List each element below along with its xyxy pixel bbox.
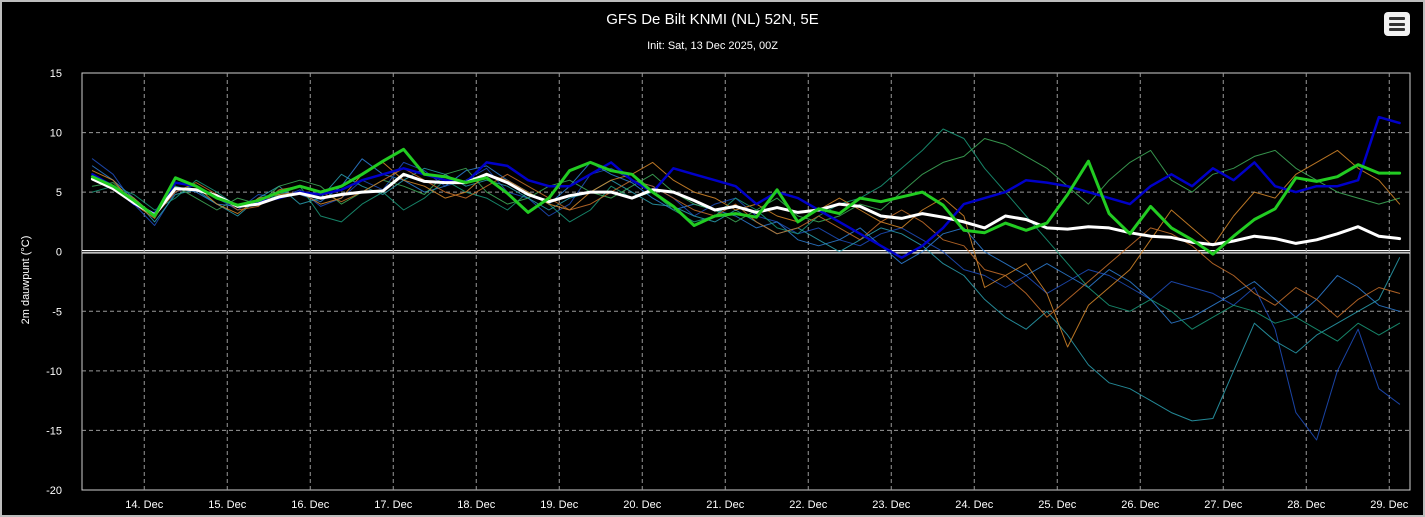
series-line-5	[91, 149, 1401, 348]
y-axis-label: 2m dauwpunt (°C)	[20, 236, 32, 325]
series-line-7	[91, 115, 1401, 259]
y-tick-label: -5	[52, 306, 62, 318]
y-tick-label: 15	[50, 68, 62, 80]
series-line-2	[91, 167, 1401, 422]
x-tick-label: 25. Dec	[1038, 499, 1076, 511]
y-tick-label: -15	[46, 425, 62, 437]
series-line-0	[91, 158, 1401, 441]
y-axis-ticks: 15 10 5 0 -5 -10 -15 -20	[46, 68, 62, 497]
y-tick-label: 10	[50, 128, 62, 140]
x-tick-label: 16. Dec	[291, 499, 329, 511]
series-lines	[90, 115, 1402, 441]
x-axis-ticks: 14. Dec 15. Dec 16. Dec 17. Dec 18. Dec 19. D…	[125, 499, 1408, 511]
chart-title: GFS De Bilt KNMI (NL) 52N, 5E	[606, 11, 819, 28]
x-tick-label: 27. Dec	[1204, 499, 1242, 511]
x-tick-label: 23. Dec	[872, 499, 910, 511]
hamburger-menu-icon[interactable]	[1384, 12, 1410, 36]
x-tick-label: 18. Dec	[457, 499, 495, 511]
y-tick-label: -20	[46, 485, 62, 497]
x-tick-label: 14. Dec	[125, 499, 163, 511]
x-tick-label: 20. Dec	[623, 499, 661, 511]
x-tick-label: 26. Dec	[1121, 499, 1159, 511]
y-tick-label: 0	[56, 247, 62, 259]
x-tick-label: 15. Dec	[208, 499, 246, 511]
x-tick-label: 28. Dec	[1287, 499, 1325, 511]
series-line-9	[90, 147, 1402, 256]
x-tick-label: 24. Dec	[955, 499, 993, 511]
x-tick-label: 29. Dec	[1370, 499, 1408, 511]
series-line-8	[90, 172, 1402, 247]
y-tick-label: -10	[46, 366, 62, 378]
plot-area-border	[81, 72, 1411, 491]
x-tick-label: 21. Dec	[706, 499, 744, 511]
grid-lines	[81, 72, 1411, 491]
chart-subtitle: Init: Sat, 13 Dec 2025, 00Z	[647, 40, 778, 52]
x-tick-label: 22. Dec	[789, 499, 827, 511]
series-line-3	[91, 128, 1401, 342]
x-tick-label: 17. Dec	[374, 499, 412, 511]
y-tick-label: 5	[56, 187, 62, 199]
x-tick-label: 19. Dec	[540, 499, 578, 511]
